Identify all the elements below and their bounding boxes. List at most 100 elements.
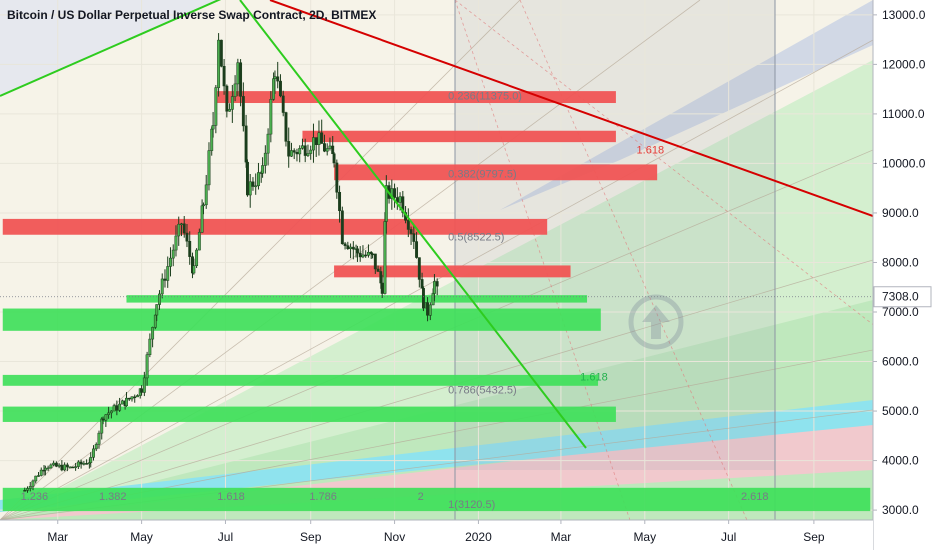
candle-body	[251, 181, 255, 187]
candle-body	[281, 95, 285, 113]
green-resistance-trendline	[239, 0, 587, 449]
candle-body	[60, 464, 64, 471]
candle-body	[276, 76, 280, 82]
candle-body	[46, 467, 50, 470]
candle-body	[406, 220, 410, 230]
fib-level-labels: 0.236(11375.0) 0.382(9797.5) 0.5(8522.5) 0.…	[448, 90, 522, 511]
candle-body	[279, 80, 282, 97]
price-tick-label: 4000.0	[882, 454, 919, 468]
fan-line	[519, 0, 748, 520]
fib-level-label: 0.382(9797.5)	[448, 168, 516, 180]
support-zone	[126, 295, 588, 303]
price-axis[interactable]: 3000.0 4000.0 5000.0 6000.0 7000.0 8000.0 9000…	[872, 0, 932, 550]
candle-body	[398, 196, 402, 203]
price-tick-label: 6000.0	[882, 355, 919, 369]
candle-body	[306, 153, 310, 156]
candle-body	[284, 112, 288, 142]
time-axis[interactable]: Mar May Jul Sep Nov 2020 Mar May Jul Sep	[0, 519, 873, 550]
price-tick-label: 7000.0	[882, 305, 919, 319]
price-candles	[23, 33, 439, 493]
candle-body	[393, 188, 397, 198]
time-tick-label: Nov	[384, 530, 405, 544]
candle-body	[153, 314, 157, 328]
candle-body	[127, 397, 131, 400]
candle-body	[104, 414, 108, 421]
candle-body	[241, 96, 245, 127]
candle-body	[376, 268, 380, 272]
candle-body	[246, 161, 249, 196]
candle-body	[82, 463, 86, 465]
candle-body	[358, 252, 362, 258]
candle-body	[420, 279, 424, 289]
candle-body	[49, 464, 53, 469]
candle-body	[415, 241, 419, 258]
fib-fan-blue-zone	[500, 0, 873, 210]
trendlines	[0, 0, 873, 449]
candle-body	[204, 184, 208, 206]
candle-body	[145, 354, 149, 379]
candle-body	[409, 229, 413, 234]
candle-body	[140, 388, 144, 393]
candle-body	[332, 153, 336, 164]
candle-body	[244, 125, 248, 163]
candle-body	[257, 172, 260, 187]
candle-body	[74, 466, 78, 468]
last-price-tag	[873, 286, 932, 308]
fib-level-label: 0.5(8522.5)	[448, 232, 504, 244]
resistance-zone	[302, 130, 616, 143]
candle-body	[31, 480, 35, 487]
candle-body	[233, 83, 237, 97]
candle-body	[200, 205, 204, 233]
candle-body	[107, 412, 111, 416]
time-tick-label: Jul	[721, 530, 736, 544]
candle-body	[361, 254, 365, 258]
support-zone	[2, 374, 599, 386]
candle-body	[207, 150, 211, 186]
candle-body	[160, 278, 164, 295]
candle-body	[85, 463, 89, 465]
plot-area[interactable]: 0.236(11375.0) 0.382(9797.5) 0.5(8522.5) 0.…	[0, 0, 880, 550]
candle-body	[182, 223, 186, 234]
fan-line	[0, 259, 873, 520]
candle-body	[431, 293, 435, 306]
candle-body	[214, 87, 218, 126]
up-arrow-icon	[628, 294, 684, 350]
candle-body	[364, 254, 368, 257]
projection-shade	[455, 0, 775, 470]
candle-body	[351, 246, 355, 250]
candle-body	[269, 99, 273, 135]
chart-title: Bitcoin / US Dollar Perpetual Inverse Sw…	[7, 8, 376, 22]
time-tick-label: Sep	[803, 530, 825, 544]
candle-body	[366, 251, 370, 256]
candle-body	[292, 150, 296, 153]
price-tick-label: 10000.0	[882, 156, 926, 170]
candle-body	[428, 304, 432, 316]
extension-label: 1.618	[637, 145, 665, 157]
candle-body	[371, 253, 375, 256]
fib-time-label: 1.236	[21, 491, 49, 503]
candle-body	[412, 233, 416, 242]
candle-body	[340, 210, 344, 245]
candle-body	[219, 39, 223, 67]
candle-body	[248, 181, 252, 196]
candle-body	[76, 461, 80, 467]
candle-body	[236, 62, 240, 85]
candle-body	[309, 149, 313, 154]
resistance-zone	[334, 265, 571, 278]
candle-body	[192, 265, 196, 274]
candle-body	[379, 271, 383, 284]
candle-body	[228, 109, 232, 112]
extension-labels: 1.618 1.618	[580, 145, 664, 384]
green-support-trendline	[0, 0, 222, 97]
candle-body	[71, 466, 75, 469]
candle-body	[373, 253, 377, 270]
candle-body	[89, 457, 93, 463]
candle-body	[202, 204, 205, 207]
candle-body	[197, 232, 201, 251]
candle-body	[101, 418, 105, 421]
candle-body	[435, 281, 439, 287]
fib-time-label: 2	[418, 491, 424, 503]
candle-body	[130, 396, 134, 400]
candle-body	[346, 245, 350, 250]
